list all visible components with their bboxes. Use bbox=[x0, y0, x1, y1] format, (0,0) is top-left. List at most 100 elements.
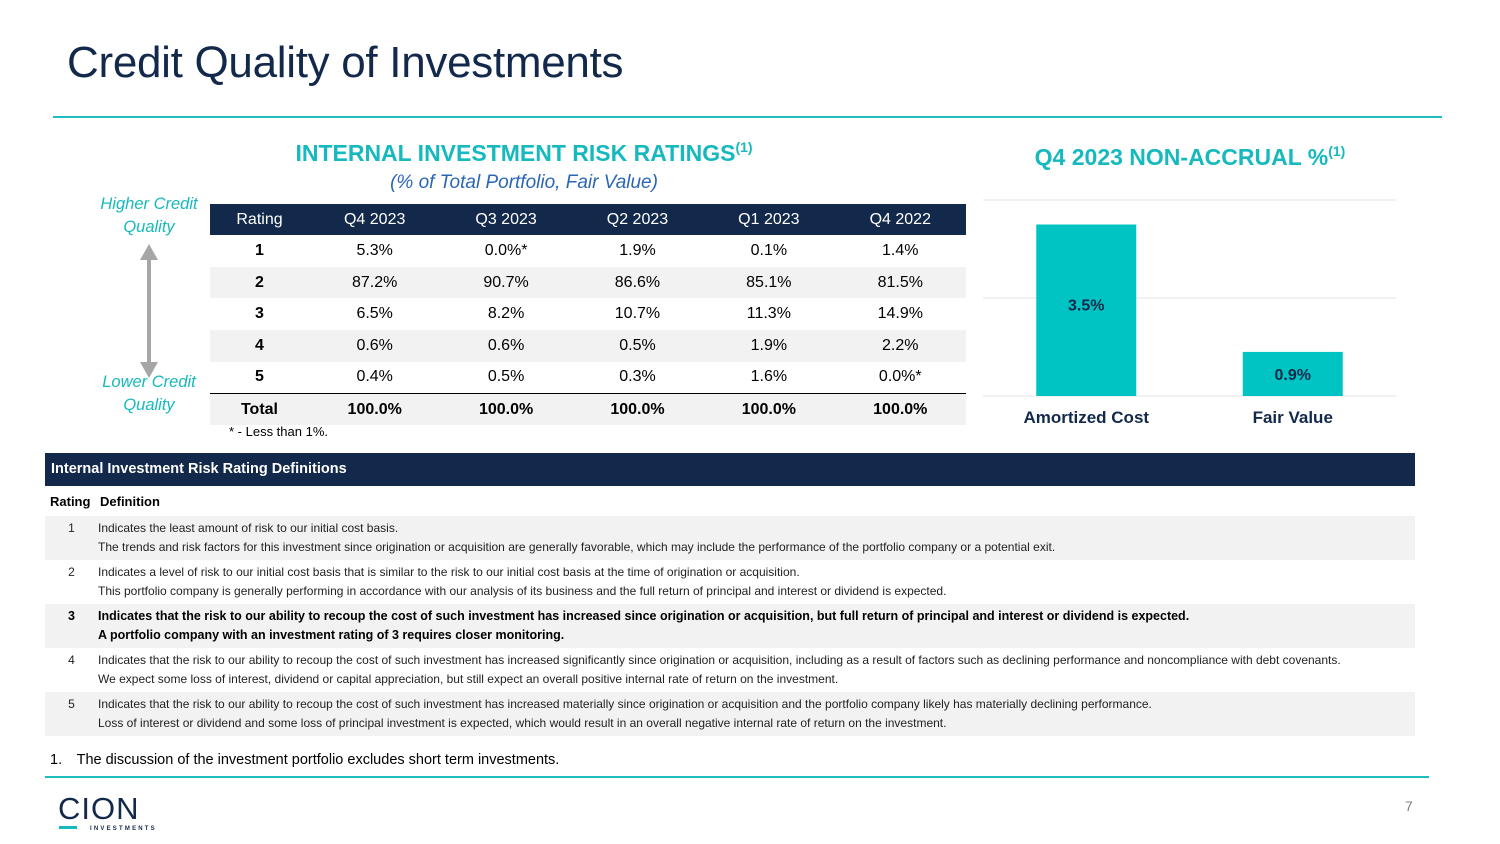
risk-ratings-heading-text: INTERNAL INVESTMENT RISK RATINGS bbox=[295, 140, 736, 166]
definition-text: Indicates that the risk to our ability t… bbox=[98, 607, 1415, 645]
definition-rating: 3 bbox=[68, 609, 75, 623]
total-label-cell: Total bbox=[210, 392, 309, 426]
value-cell: 90.7% bbox=[440, 266, 572, 299]
table-header-row: Rating Q4 2023 Q3 2023 Q2 2023 Q1 2023 Q… bbox=[210, 204, 966, 235]
category-label: Amortized Cost bbox=[1023, 408, 1149, 427]
value-cell: 0.5% bbox=[487, 368, 525, 386]
column-header: Q4 2022 bbox=[834, 204, 966, 235]
rating-cell: 5 bbox=[255, 368, 264, 386]
rating-cell: 2 bbox=[210, 266, 309, 299]
total-value-cell: 100.0% bbox=[571, 392, 704, 426]
less-than-footnote: * - Less than 1%. bbox=[229, 424, 328, 439]
bar bbox=[1036, 224, 1137, 396]
definition-row: 2 Indicates a level of risk to our initi… bbox=[45, 560, 1415, 604]
page-title: Credit Quality of Investments bbox=[67, 38, 624, 87]
value-cell: 0.1% bbox=[750, 241, 788, 259]
definition-line: The trends and risk factors for this inv… bbox=[98, 540, 1056, 554]
value-cell: 1.6% bbox=[750, 368, 788, 386]
total-value-cell: 100.0% bbox=[308, 392, 441, 426]
logo-accent-bar bbox=[59, 826, 77, 829]
lower-credit-quality-label: Lower Credit Quality bbox=[102, 373, 196, 414]
title-divider bbox=[53, 116, 1442, 118]
risk-ratings-footnote-ref: (1) bbox=[735, 139, 753, 155]
value-cell: 0.6% bbox=[308, 330, 441, 362]
value-cell: 0.0%* bbox=[484, 241, 528, 259]
rating-column-header: Rating bbox=[50, 493, 91, 509]
definition-rating: 4 bbox=[68, 653, 75, 667]
definition-row: 3 Indicates that the risk to our ability… bbox=[45, 604, 1415, 648]
data-label: 0.9% bbox=[1275, 367, 1311, 384]
definition-text: Indicates a level of risk to our initial… bbox=[98, 563, 1415, 601]
column-header: Rating bbox=[210, 204, 309, 235]
definition-rating: 2 bbox=[68, 565, 75, 579]
risk-ratings-subheading: (% of Total Portfolio, Fair Value) bbox=[390, 172, 658, 193]
value-cell: 0.0%* bbox=[878, 368, 922, 386]
risk-ratings-heading: INTERNAL INVESTMENT RISK RATINGS(1) bbox=[210, 139, 838, 167]
value-cell: 86.6% bbox=[571, 266, 704, 299]
rating-cell: 3 bbox=[255, 305, 264, 323]
data-label: 3.5% bbox=[1068, 297, 1104, 314]
risk-ratings-table: Rating Q4 2023 Q3 2023 Q2 2023 Q1 2023 Q… bbox=[210, 204, 966, 426]
column-header: Q1 2023 bbox=[703, 204, 835, 235]
definitions-header: Internal Investment Risk Rating Definiti… bbox=[45, 453, 1415, 486]
value-cell: 0.3% bbox=[619, 368, 656, 386]
definition-line: Indicates that the risk to our ability t… bbox=[98, 609, 1190, 623]
total-value-cell: 100.0% bbox=[440, 392, 572, 426]
logo-tagline: INVESTMENTS bbox=[90, 826, 157, 832]
value-cell: 0.6% bbox=[440, 330, 572, 362]
column-header: Q2 2023 bbox=[571, 204, 704, 235]
page-number: 7 bbox=[1405, 798, 1413, 814]
definition-line: Indicates a level of risk to our initial… bbox=[98, 565, 800, 579]
non-accrual-footnote-ref: (1) bbox=[1328, 143, 1346, 159]
table-row: 2 87.2% 90.7% 86.6% 85.1% 81.5% bbox=[210, 266, 966, 299]
definitions-column-headers: Rating Definition bbox=[45, 486, 1415, 516]
definition-line: A portfolio company with an investment r… bbox=[98, 628, 565, 642]
table-row: 5 0.4% 0.5% 0.3% 1.6% 0.0%* bbox=[210, 362, 966, 394]
total-value-cell: 100.0% bbox=[834, 392, 966, 426]
definition-row: 1 Indicates the least amount of risk to … bbox=[45, 516, 1415, 560]
rating-cell: 1 bbox=[255, 241, 264, 259]
value-cell: 2.2% bbox=[834, 330, 966, 362]
value-cell: 8.2% bbox=[487, 305, 525, 323]
rating-cell: 4 bbox=[210, 330, 309, 362]
value-cell: 6.5% bbox=[356, 305, 393, 323]
definition-line: Indicates that the risk to our ability t… bbox=[98, 697, 1152, 711]
definition-row: 4 Indicates that the risk to our ability… bbox=[45, 648, 1415, 692]
higher-credit-quality-label: Higher Credit Quality bbox=[100, 195, 198, 236]
table-row: 3 6.5% 8.2% 10.7% 11.3% 14.9% bbox=[210, 298, 966, 330]
value-cell: 85.1% bbox=[703, 266, 835, 299]
column-header: Q3 2023 bbox=[440, 204, 572, 235]
logo-wordmark: CION bbox=[58, 795, 140, 826]
table-row: 1 5.3% 0.0%* 1.9% 0.1% 1.4% bbox=[210, 235, 966, 267]
definition-rating: 1 bbox=[68, 521, 75, 535]
non-accrual-bar-chart: 3.5% Amortized Cost 0.9% Fair Value bbox=[983, 199, 1396, 427]
definition-text: Indicates the least amount of risk to ou… bbox=[98, 519, 1415, 557]
value-cell: 1.9% bbox=[703, 330, 835, 362]
value-cell: 11.3% bbox=[746, 305, 791, 323]
category-label: Fair Value bbox=[1253, 408, 1333, 427]
value-cell: 1.4% bbox=[882, 241, 919, 259]
non-accrual-heading-text: Q4 2023 NON-ACCRUAL % bbox=[1034, 144, 1329, 170]
definition-line: This portfolio company is generally perf… bbox=[98, 584, 947, 598]
definition-text: Indicates that the risk to our ability t… bbox=[98, 651, 1415, 689]
definitions-section: Internal Investment Risk Rating Definiti… bbox=[45, 453, 1415, 736]
definition-line: Loss of interest or dividend and some lo… bbox=[98, 716, 947, 730]
value-cell: 10.7% bbox=[614, 305, 661, 323]
double-arrow-icon bbox=[140, 244, 158, 378]
value-cell: 0.4% bbox=[356, 368, 393, 386]
bar bbox=[1242, 351, 1343, 396]
total-value-cell: 100.0% bbox=[703, 392, 835, 426]
definition-line: Indicates that the risk to our ability t… bbox=[98, 653, 1341, 667]
value-cell: 87.2% bbox=[308, 266, 441, 299]
column-header: Q4 2023 bbox=[308, 204, 441, 235]
portfolio-footnote: 1. The discussion of the investment port… bbox=[50, 752, 560, 768]
non-accrual-heading: Q4 2023 NON-ACCRUAL %(1) bbox=[985, 143, 1395, 171]
value-cell: 81.5% bbox=[834, 266, 966, 299]
definition-rating: 5 bbox=[68, 697, 75, 711]
cion-logo: CION INVESTMENTS bbox=[58, 795, 157, 832]
value-cell: 1.9% bbox=[619, 241, 656, 259]
definition-text: Indicates that the risk to our ability t… bbox=[98, 695, 1415, 733]
table-row: 4 0.6% 0.6% 0.5% 1.9% 2.2% bbox=[210, 330, 966, 362]
value-cell: 5.3% bbox=[356, 241, 393, 259]
definition-line: Indicates the least amount of risk to ou… bbox=[98, 521, 399, 535]
